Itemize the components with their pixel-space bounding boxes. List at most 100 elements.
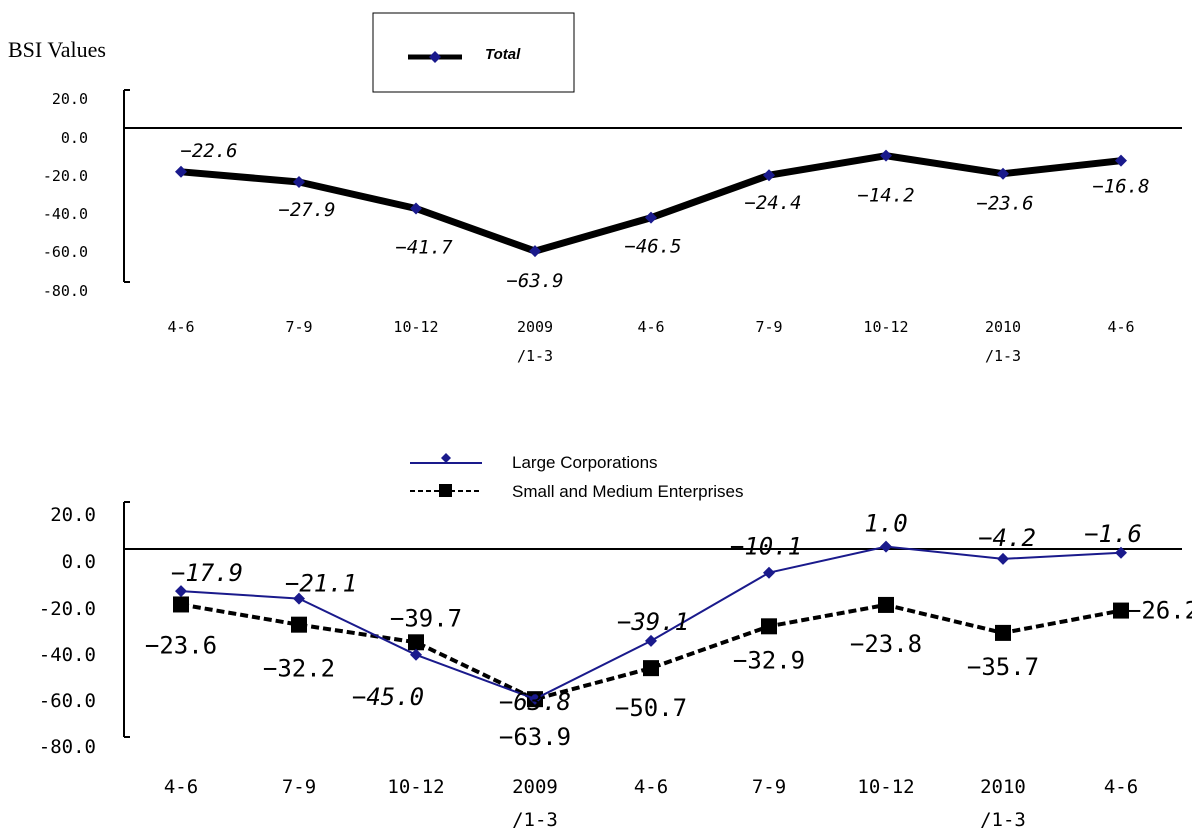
x-tick-label: /1-3	[985, 347, 1021, 365]
x-tick-label: 4-6	[167, 318, 194, 336]
legend-label-sme: Small and Medium Enterprises	[512, 482, 743, 501]
data-point-large	[880, 540, 892, 553]
series-line-sme	[180, 602, 1122, 702]
data-point-total	[645, 211, 657, 224]
data-point-total	[1115, 154, 1127, 167]
data-point-large	[293, 592, 305, 605]
x-tick-label: 4-6	[164, 776, 198, 798]
x-tick-label: 7-9	[755, 318, 782, 336]
x-tick-label: 10-12	[387, 776, 444, 798]
data-label-total: −46.5	[624, 236, 681, 258]
data-point-large	[410, 648, 422, 661]
x-tick-label: 2009	[517, 318, 553, 336]
data-point-large	[529, 692, 541, 705]
x-tick-label: /1-3	[512, 809, 558, 831]
y-tick-label: -20.0	[39, 598, 96, 620]
data-point-sme	[408, 634, 424, 651]
data-label-total: −24.4	[744, 192, 801, 214]
legend-marker-large	[441, 453, 451, 463]
x-tick-label: 7-9	[285, 318, 312, 336]
plot-area-total: −22.6 −27.9 −41.7 −63.9 −46.5 −24.4 −14.2 −23.6…	[175, 140, 1150, 292]
data-label-sme: −23.6	[145, 631, 217, 659]
x-tick-label: 7-9	[282, 776, 316, 798]
chart-title: BSI Values	[8, 37, 106, 62]
data-label-large: −63.8	[499, 688, 571, 716]
data-label-total: −63.9	[506, 270, 563, 292]
x-tick-label: /1-3	[517, 347, 553, 365]
y-tick-label: -40.0	[39, 644, 96, 666]
data-point-total	[175, 165, 187, 178]
data-point-sme	[1113, 602, 1129, 619]
data-point-sme	[878, 596, 894, 613]
data-point-sme	[643, 660, 659, 677]
data-point-total	[529, 245, 541, 258]
x-tick-label: 4-6	[1107, 318, 1134, 336]
data-label-large: −4.2	[978, 524, 1036, 552]
y-tick-label: 0.0	[62, 551, 96, 573]
y-tick-label: -80.0	[43, 282, 88, 300]
legend-marker-sme	[439, 484, 452, 497]
data-point-sme	[291, 616, 307, 633]
data-label-sme: −32.9	[733, 646, 805, 674]
y-tick-label: -80.0	[39, 736, 96, 758]
y-tick-label: 20.0	[50, 504, 96, 526]
legend-label-total: Total	[485, 46, 521, 63]
data-label-sme: −26.2	[1127, 597, 1192, 625]
data-point-sme	[173, 596, 189, 613]
chart-by-size: Large Corporations Small and Medium Ente…	[39, 453, 1192, 831]
data-label-total: −23.6	[976, 193, 1033, 215]
data-label-sme: −63.9	[499, 723, 571, 751]
x-tick-label: 7-9	[752, 776, 786, 798]
data-label-total: −27.9	[278, 199, 335, 221]
data-label-total: −41.7	[395, 236, 453, 258]
x-axis-labels: 4-6 7-9 10-12 2009 /1-3 4-6 7-9 10-12 20…	[164, 776, 1138, 831]
y-tick-label: 20.0	[52, 90, 88, 108]
legend-by-size: Large Corporations Small and Medium Ente…	[410, 453, 743, 501]
data-label-sme: −50.7	[615, 694, 687, 722]
y-axis: 20.0 0.0 -20.0 -40.0 -60.0 -80.0	[43, 89, 130, 300]
data-label-large: −1.6	[1084, 520, 1142, 548]
data-label-total: −14.2	[857, 185, 914, 207]
x-tick-label: 10-12	[393, 318, 438, 336]
data-point-large	[997, 552, 1009, 565]
y-tick-label: -40.0	[43, 205, 88, 223]
data-label-large: −21.1	[285, 570, 357, 598]
x-tick-label: 10-12	[857, 776, 914, 798]
y-tick-label: -60.0	[43, 243, 88, 261]
y-tick-label: -20.0	[43, 167, 88, 185]
data-point-large	[175, 585, 187, 598]
legend-box	[372, 12, 575, 93]
data-label-large: −45.0	[352, 683, 424, 711]
data-point-large	[645, 634, 657, 647]
data-label-sme: −35.7	[967, 653, 1039, 681]
x-tick-label: 2010	[980, 776, 1026, 798]
data-point-large	[763, 566, 775, 579]
data-label-sme: −23.8	[850, 630, 922, 658]
y-axis: 20.0 0.0 -20.0 -40.0 -60.0 -80.0	[39, 501, 130, 758]
data-label-large: −39.1	[617, 608, 689, 636]
data-label-large: −10.1	[730, 533, 802, 561]
x-tick-label: /1-3	[980, 809, 1026, 831]
data-point-total	[997, 167, 1009, 180]
x-tick-label: 4-6	[1104, 776, 1138, 798]
data-point-total	[763, 169, 775, 182]
data-label-total: −16.8	[1092, 176, 1149, 198]
data-label-large: 1.0	[864, 510, 907, 538]
data-point-total	[880, 149, 892, 162]
data-point-sme	[995, 624, 1011, 641]
legend-marker-total	[429, 51, 441, 63]
data-label-total: −22.6	[180, 140, 237, 162]
data-point-sme	[761, 618, 777, 635]
data-point-total	[293, 175, 305, 188]
chart-total: BSI Values Total 20.0 0.0 -20.0 -40.0 -6…	[8, 12, 1182, 365]
legend-total: Total	[372, 12, 575, 93]
data-label-sme: −39.7	[390, 604, 462, 632]
data-point-total	[410, 202, 422, 215]
data-point-large	[1115, 546, 1127, 559]
y-tick-label: -60.0	[39, 690, 96, 712]
x-tick-label: 4-6	[634, 776, 668, 798]
x-tick-label: 2010	[985, 318, 1021, 336]
plot-area-by-size: −17.9 −21.1 −45.0 −63.8 −39.1 −10.1 1.0 −4.2 −1.…	[145, 510, 1192, 752]
x-tick-label: 10-12	[863, 318, 908, 336]
